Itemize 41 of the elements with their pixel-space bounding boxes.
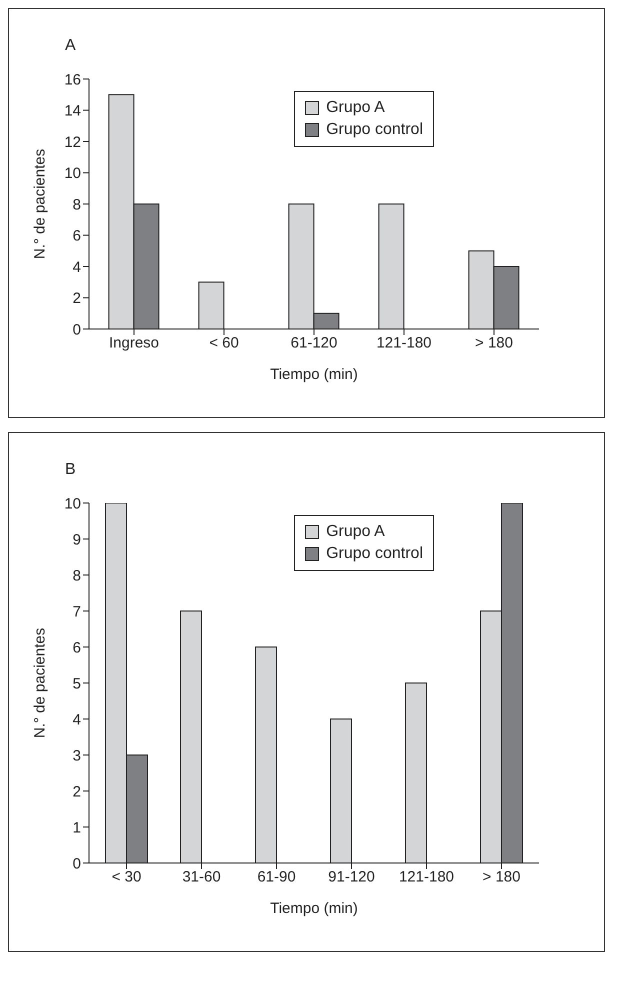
y-tick-label: 8 xyxy=(72,196,81,214)
x-tick-label: > 180 xyxy=(482,868,520,886)
x-tick-label: < 30 xyxy=(112,868,142,886)
y-axis-title: N.° de pacientes xyxy=(31,628,48,738)
x-tick-label: 91-120 xyxy=(328,868,375,886)
y-tick-label: 14 xyxy=(64,102,81,120)
y-tick-label: 0 xyxy=(72,321,81,338)
y-tick-label: 2 xyxy=(72,783,81,800)
y-tick-label: 2 xyxy=(72,290,81,308)
chart-title: A xyxy=(65,37,76,55)
x-tick-label: 121-180 xyxy=(398,868,454,886)
y-tick-label: 3 xyxy=(72,747,81,764)
y-tick-label: 7 xyxy=(72,603,81,620)
y-tick-label: 1 xyxy=(72,819,81,836)
x-axis-title: Tiempo (min) xyxy=(270,900,358,917)
y-tick-label: 4 xyxy=(72,711,81,728)
x-tick-label: < 60 xyxy=(209,334,239,352)
y-tick-label: 9 xyxy=(72,531,81,548)
x-axis-title: Tiempo (min) xyxy=(270,366,358,383)
chart-title: B xyxy=(65,461,76,479)
y-axis-title: N.° de pacientes xyxy=(31,148,48,260)
y-tick-label: 6 xyxy=(72,228,81,245)
x-tick-label: 31-60 xyxy=(182,868,221,886)
y-tick-label: 10 xyxy=(64,495,81,512)
x-tick-label: Ingreso xyxy=(108,334,160,352)
x-tick-label: 61-120 xyxy=(290,334,338,352)
y-tick-label: 8 xyxy=(72,567,81,584)
legend-label: Grupo A xyxy=(326,522,385,542)
legend-label: Grupo control xyxy=(326,544,423,564)
y-tick-label: 10 xyxy=(64,165,81,182)
y-tick-label: 5 xyxy=(72,675,81,692)
x-tick-label: 61-90 xyxy=(257,868,296,886)
y-tick-label: 4 xyxy=(72,258,81,276)
x-tick-label: 121-180 xyxy=(376,334,432,352)
legend-label: Grupo control xyxy=(326,120,423,140)
y-tick-label: 12 xyxy=(64,134,81,151)
y-tick-label: 0 xyxy=(72,855,81,872)
y-tick-label: 16 xyxy=(64,71,81,88)
legend-label: Grupo A xyxy=(326,98,385,118)
x-tick-label: > 180 xyxy=(475,334,513,352)
y-tick-label: 6 xyxy=(72,639,81,656)
